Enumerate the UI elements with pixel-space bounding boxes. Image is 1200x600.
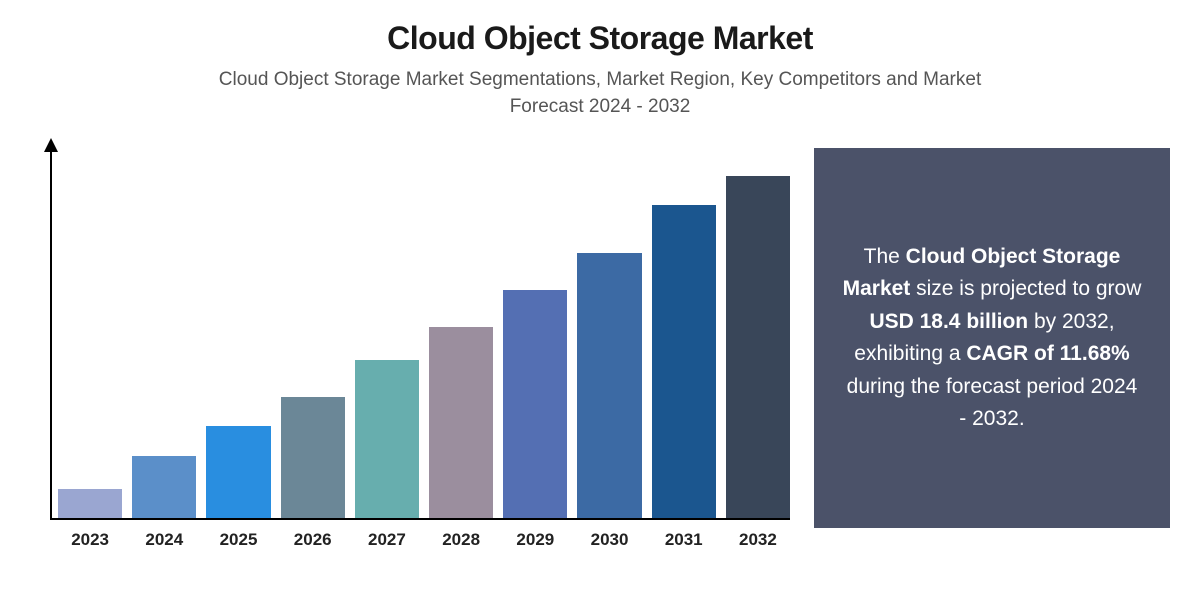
x-axis-label: 2023 xyxy=(58,530,122,550)
x-axis-label: 2031 xyxy=(652,530,716,550)
y-axis xyxy=(50,140,52,520)
info-text-bold: USD 18.4 billion xyxy=(869,310,1028,333)
bar xyxy=(652,205,716,518)
info-text: The Cloud Object Storage Market size is … xyxy=(842,241,1142,436)
bar xyxy=(577,253,641,518)
x-axis-label: 2024 xyxy=(132,530,196,550)
x-labels-container: 2023 2024 2025 2026 2027 2028 2029 2030 2031 2032 xyxy=(58,530,790,550)
bar xyxy=(429,327,493,518)
x-axis-label: 2029 xyxy=(503,530,567,550)
bar xyxy=(503,290,567,518)
info-text-part: size is projected to grow xyxy=(910,277,1141,300)
bar-chart: 2023 2024 2025 2026 2027 2028 2029 2030 2031 2032 xyxy=(30,140,790,560)
info-text-bold: CAGR of 11.68% xyxy=(966,342,1129,365)
bar xyxy=(355,360,419,518)
bar xyxy=(206,426,270,518)
x-axis-label: 2028 xyxy=(429,530,493,550)
info-text-part: during the forecast period 2024 - 2032. xyxy=(847,375,1138,431)
x-axis xyxy=(50,518,790,520)
content-row: 2023 2024 2025 2026 2027 2028 2029 2030 2031 2032… xyxy=(30,140,1170,560)
page-title: Cloud Object Storage Market xyxy=(30,20,1170,57)
x-axis-label: 2025 xyxy=(206,530,270,550)
info-text-part: The xyxy=(864,245,906,268)
bar xyxy=(726,176,790,518)
page-subtitle: Cloud Object Storage Market Segmentation… xyxy=(210,67,990,120)
bar xyxy=(132,456,196,519)
x-axis-label: 2026 xyxy=(281,530,345,550)
x-axis-label: 2032 xyxy=(726,530,790,550)
bars-container xyxy=(58,150,790,518)
x-axis-label: 2027 xyxy=(355,530,419,550)
bar xyxy=(281,397,345,518)
bar xyxy=(58,489,122,518)
x-axis-label: 2030 xyxy=(577,530,641,550)
info-panel: The Cloud Object Storage Market size is … xyxy=(814,148,1170,528)
